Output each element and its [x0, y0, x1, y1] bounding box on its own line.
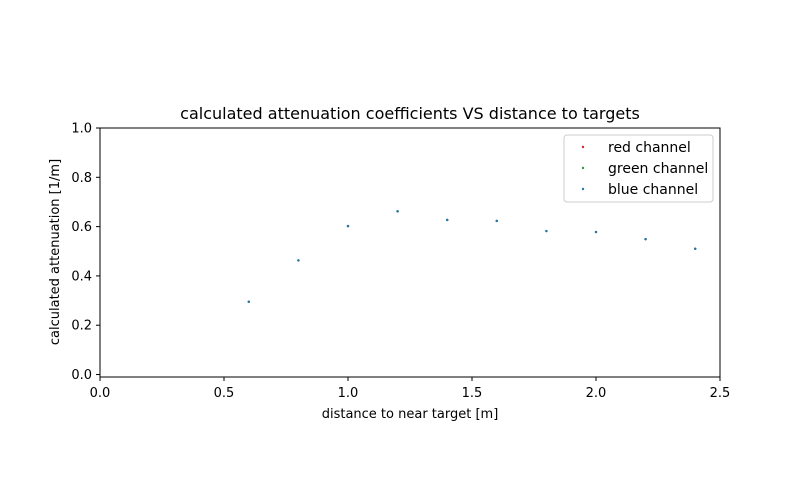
data-points: [247, 210, 697, 304]
data-point-series-2: [545, 229, 548, 233]
data-point-series-2: [495, 219, 498, 223]
legend-label: red channel: [608, 140, 691, 156]
x-axis-ticks: 0.0 0.5 1.0 1.5 2.0 2.5: [90, 377, 731, 401]
data-point-series-2: [446, 218, 449, 222]
x-tick-label: 2.5: [710, 386, 731, 401]
y-tick-label: 0.4: [71, 269, 92, 284]
y-tick-label: 0.2: [71, 319, 92, 334]
data-point-series-2: [346, 224, 350, 228]
x-tick-label: 1.0: [338, 386, 359, 401]
x-tick-label: 1.5: [462, 386, 483, 401]
data-point-series-2: [644, 237, 647, 241]
x-tick-label: 0.5: [214, 386, 235, 401]
legend-marker: [581, 187, 585, 191]
legend-label: blue channel: [608, 182, 698, 198]
y-tick-label: 0.8: [71, 171, 92, 186]
x-axis-label: distance to near target [m]: [322, 407, 499, 422]
plot-frame: [99, 127, 721, 378]
legend-marker: [581, 145, 585, 149]
legend-marker: [581, 166, 585, 170]
data-point-series-2: [694, 247, 697, 251]
legend-label: green channel: [608, 161, 708, 177]
legend: red channel green channel blue channel: [563, 134, 714, 203]
x-tick-label: 2.0: [586, 386, 607, 401]
data-point-series-2: [396, 210, 399, 213]
data-point-series-2: [297, 259, 300, 262]
y-axis-ticks: 0.0 0.2 0.4 0.6 0.8 1.0: [71, 122, 100, 383]
chart-title: calculated attenuation coefficients VS d…: [180, 104, 640, 123]
y-tick-label: 0.6: [71, 220, 92, 235]
y-axis-label: calculated attenuation [1/m]: [48, 159, 63, 345]
y-tick-label: 1.0: [71, 122, 92, 137]
legend-box: [563, 134, 714, 203]
x-tick-label: 0.0: [90, 386, 111, 401]
data-point-series-2: [247, 300, 250, 304]
plot-area: [99, 127, 721, 378]
data-point-series-2: [594, 230, 598, 234]
y-tick-label: 0.0: [71, 368, 92, 383]
